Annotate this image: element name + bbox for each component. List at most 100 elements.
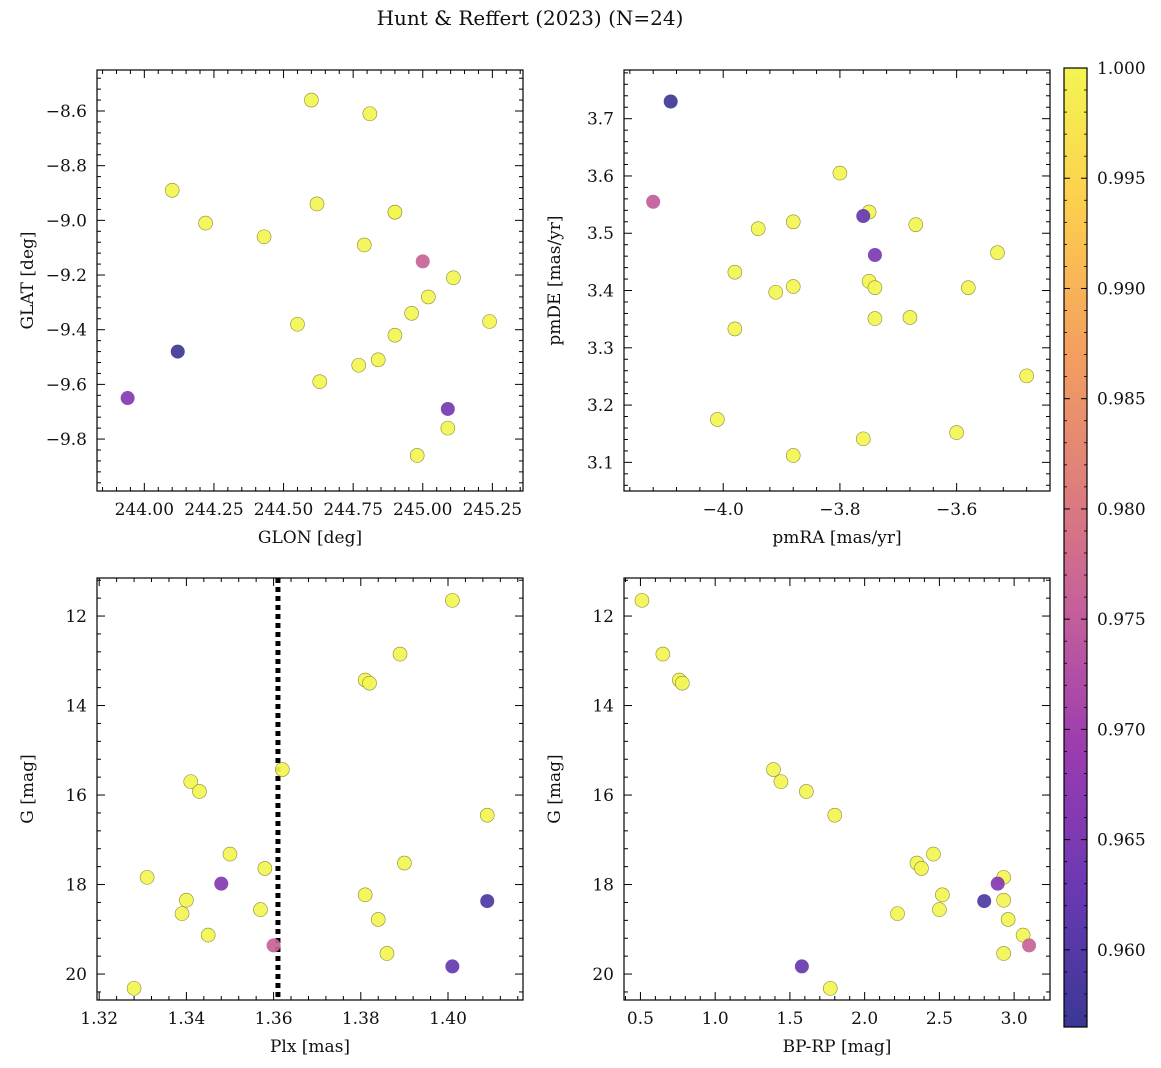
x-tick-label: −3.8 — [819, 500, 860, 520]
data-point — [409, 448, 425, 463]
y-tick-label: 3.4 — [587, 282, 614, 302]
data-point — [362, 675, 377, 691]
data-point — [198, 215, 213, 231]
colorbar-tick-label: 0.970 — [1097, 720, 1146, 740]
y-tick-label: 16 — [65, 786, 87, 806]
data-point — [663, 94, 678, 109]
y-tick-label: −8.6 — [46, 102, 87, 122]
data-point — [482, 314, 497, 329]
y-tick-label: 18 — [65, 876, 87, 896]
x-tick-label: 245.00 — [393, 500, 452, 520]
x-tick-label: 1.34 — [167, 1009, 205, 1029]
x-tick-label: 245.25 — [463, 500, 522, 520]
y-tick-label: 20 — [592, 965, 614, 985]
data-point — [773, 774, 789, 789]
x-tick-label: 244.50 — [254, 500, 313, 520]
data-point — [996, 946, 1011, 961]
data-point — [785, 279, 801, 294]
data-point — [867, 248, 882, 263]
x-tick-label: 1.32 — [80, 1009, 118, 1029]
colorbar-tick-label: 0.980 — [1097, 500, 1146, 520]
data-point — [222, 846, 238, 862]
data-point — [290, 316, 305, 332]
y-tick-label: −9.0 — [46, 211, 87, 231]
data-point — [785, 214, 801, 230]
y-tick-label: 12 — [65, 607, 87, 627]
x-axis-label: pmRA [mas/yr] — [772, 528, 901, 548]
data-point — [387, 327, 403, 343]
data-point — [164, 182, 180, 198]
data-point — [445, 593, 460, 608]
data-point — [990, 876, 1005, 891]
x-tick-label: −4.0 — [703, 500, 744, 520]
colorbar-tick-label: 0.990 — [1097, 279, 1146, 299]
data-point — [674, 675, 690, 691]
panel-p3: 1.32 1.34 1.36 1.38 1.40 12 14 16 18 20 Plx [mas] G… — [18, 577, 524, 1057]
data-point — [362, 106, 378, 122]
panel-p1: 244.00 244.25 244.50 244.75 245.00 245.25 −9.8… — [18, 69, 524, 548]
data-point — [370, 352, 386, 368]
y-tick-label: −9.6 — [46, 375, 87, 395]
data-point — [214, 876, 229, 891]
data-point — [646, 194, 661, 209]
colorbar-tick-label: 1.000 — [1097, 59, 1146, 79]
axes-frame — [96, 577, 524, 1001]
data-point — [397, 855, 412, 871]
data-point — [890, 906, 905, 921]
data-point — [120, 391, 135, 406]
data-point — [480, 894, 495, 909]
data-point — [634, 593, 650, 608]
data-point — [170, 344, 185, 359]
x-tick-label: 1.38 — [342, 1009, 380, 1029]
data-point — [379, 946, 395, 961]
data-point — [312, 374, 328, 389]
data-point — [710, 412, 725, 427]
data-point — [266, 938, 281, 953]
data-point — [867, 280, 883, 295]
colorbar-tick-label: 0.995 — [1097, 169, 1146, 189]
data-point — [832, 165, 848, 181]
y-axis-label: GLAT [deg] — [18, 231, 38, 329]
data-point — [799, 784, 814, 799]
y-tick-label: 14 — [592, 697, 614, 717]
data-point — [404, 306, 419, 321]
data-point — [304, 92, 319, 108]
y-tick-label: 14 — [65, 697, 87, 717]
data-point — [1019, 368, 1034, 384]
data-point — [1022, 938, 1037, 953]
data-point — [1000, 912, 1016, 927]
data-point — [183, 774, 199, 789]
data-point — [351, 357, 367, 373]
y-tick-label: 3.3 — [587, 339, 614, 359]
panels: 244.00 244.25 244.50 244.75 245.00 245.25 −9.8… — [18, 69, 1051, 1057]
x-tick-label: 1.40 — [429, 1009, 467, 1029]
data-point — [253, 902, 268, 917]
data-point — [867, 311, 883, 326]
y-tick-label: 18 — [592, 876, 614, 896]
panel-p4: 0.5 1.0 1.5 2.0 2.5 3.0 12 14 16 18 20 BP-RP [mag] G… — [545, 577, 1051, 1057]
axes-frame — [623, 69, 1051, 492]
y-axis-label: pmDE [mas/yr] — [545, 215, 565, 345]
data-point — [275, 762, 290, 777]
data-point — [356, 237, 372, 253]
data-point — [445, 959, 460, 974]
data-point — [727, 264, 743, 280]
colorbar-tick-label: 0.965 — [1097, 831, 1146, 851]
x-tick-label: 1.0 — [702, 1009, 729, 1029]
axes-frame — [623, 577, 1051, 1001]
y-tick-label: −9.2 — [46, 266, 87, 286]
x-tick-label: 1.5 — [776, 1009, 803, 1029]
x-tick-label: 244.75 — [323, 500, 382, 520]
data-point — [926, 846, 941, 862]
data-point — [785, 448, 801, 463]
x-tick-label: 244.25 — [184, 500, 243, 520]
y-tick-label: 20 — [65, 965, 87, 985]
data-point — [856, 209, 871, 224]
y-tick-label: 3.7 — [587, 110, 614, 130]
data-point — [415, 254, 430, 269]
data-point — [174, 906, 190, 921]
colorbar: 0.960 0.965 0.970 0.975 0.980 0.985 0.990 0.995… — [1063, 59, 1146, 1028]
data-point — [309, 196, 325, 212]
y-tick-label: 16 — [592, 786, 614, 806]
x-axis-label: BP-RP [mag] — [783, 1037, 892, 1057]
